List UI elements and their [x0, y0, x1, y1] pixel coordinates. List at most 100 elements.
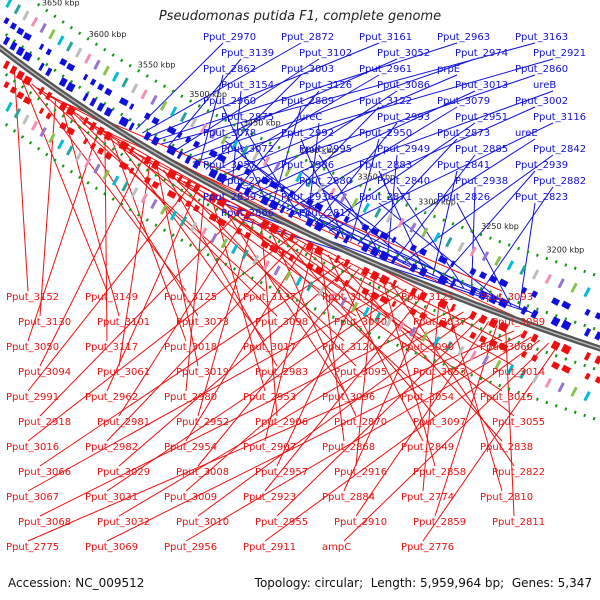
reverse-gene-mark	[360, 266, 370, 277]
reverse-gene-mark	[118, 140, 130, 152]
reverse-label-lines	[13, 70, 558, 542]
feature-mark	[351, 197, 359, 208]
forward-label-line	[364, 138, 536, 248]
reverse-gene-mark	[520, 350, 528, 359]
forward-gene-mark	[594, 312, 600, 320]
forward-gene-mark	[334, 230, 341, 240]
feature-mark	[160, 100, 168, 111]
feature-mark	[374, 207, 382, 219]
forward-gene-mark	[561, 300, 572, 310]
feature-mark	[121, 77, 129, 88]
reverse-label-line	[355, 321, 490, 517]
reverse-gene-mark	[530, 354, 539, 363]
forward-gene-mark	[469, 267, 477, 276]
reverse-gene-label: Pput_2916	[334, 467, 387, 478]
forward-gene-label: Pput_2939	[515, 160, 568, 171]
reverse-label-line	[118, 311, 464, 517]
forward-gene-mark	[184, 136, 192, 144]
feature-mark	[179, 216, 188, 227]
reverse-gene-label: Pput_2918	[18, 417, 71, 428]
forward-gene-label: Pput_2840	[377, 176, 430, 187]
reverse-gene-mark	[235, 206, 243, 216]
reverse-gene-mark	[530, 333, 539, 343]
forward-label-line	[225, 74, 536, 181]
forward-gene-mark	[288, 209, 296, 219]
reverse-gene-mark	[260, 219, 270, 230]
forward-label-line	[252, 90, 476, 195]
feature-mark	[13, 4, 22, 15]
forward-gene-mark	[594, 331, 600, 341]
feature-mark	[328, 291, 336, 302]
feature-mark	[169, 106, 178, 117]
forward-gene-label: Pput_2839	[203, 192, 256, 203]
forward-gene-mark	[305, 198, 314, 207]
feature-mark	[506, 260, 515, 271]
reverse-gene-label: Pput_2991	[6, 392, 59, 403]
reverse-gene-mark	[82, 116, 89, 126]
forward-label-line	[222, 138, 337, 235]
forward-gene-mark	[22, 51, 33, 62]
feature-mark	[339, 192, 348, 203]
feature-mark	[84, 53, 92, 64]
feature-mark	[5, 0, 13, 8]
forward-label-line	[279, 106, 380, 209]
feature-mark	[306, 177, 314, 188]
feature-mark	[189, 117, 198, 128]
reverse-gene-mark	[59, 122, 68, 131]
feature-mark	[421, 331, 429, 342]
reverse-label-line	[210, 196, 266, 392]
reverse-gene-label: Pput_3050	[6, 342, 59, 353]
forward-gene-mark	[89, 97, 97, 107]
forward-gene-label: Pput_3161	[359, 32, 412, 43]
forward-gene-mark	[16, 27, 25, 36]
feature-mark	[160, 204, 168, 215]
reverse-label-line	[67, 108, 199, 317]
reverse-gene-label: Pput_3090	[401, 342, 454, 353]
forward-gene-label: Pput_3078	[203, 128, 256, 139]
forward-gene-mark	[418, 266, 428, 277]
forward-label-line	[432, 170, 458, 276]
reverse-gene-mark	[488, 317, 499, 329]
forward-gene-label: Pput_2883	[359, 160, 412, 171]
feature-mark	[457, 345, 465, 356]
reverse-label-line	[27, 330, 515, 542]
reverse-gene-mark	[334, 254, 341, 264]
reverse-gene-label: Pput_2983	[255, 367, 308, 378]
kbp-tick-label: 3200 kbp	[547, 246, 585, 255]
feature-mark	[200, 123, 208, 134]
reverse-gene-mark	[498, 321, 509, 333]
feature-mark	[252, 150, 260, 161]
forward-gene-mark	[82, 73, 89, 81]
forward-gene-label: ureC	[299, 112, 322, 123]
reverse-gene-mark	[243, 210, 252, 221]
reverse-gene-label: Pput_3152	[6, 292, 59, 303]
reverse-gene-mark	[208, 213, 218, 222]
feature-mark	[531, 269, 540, 280]
reverse-label-line	[197, 268, 360, 467]
reverse-label-line	[505, 327, 515, 517]
reverse-gene-label: Pput_3137	[243, 292, 296, 303]
forward-gene-label: Pput_2889	[281, 96, 334, 107]
reverse-gene-label: Pput_3068	[18, 517, 71, 528]
reverse-gene-mark	[409, 308, 417, 316]
reverse-label-line	[19, 74, 108, 292]
reverse-label-line	[79, 116, 357, 317]
forward-gene-mark	[150, 135, 161, 146]
feature-mark	[39, 22, 47, 34]
forward-gene-mark	[551, 297, 561, 306]
forward-gene-label: Pput_3154	[221, 80, 274, 91]
forward-gene-mark	[343, 215, 350, 223]
reverse-gene-label: Pput_2858	[413, 467, 466, 478]
feature-mark	[519, 264, 527, 276]
forward-label-line	[378, 202, 504, 304]
forward-gene-mark	[584, 308, 591, 316]
reverse-gene-label: Pput_3096	[322, 392, 375, 403]
reverse-gene-mark	[118, 161, 129, 171]
reverse-gene-label: Pput_3101	[97, 317, 150, 328]
reverse-gene-mark	[143, 176, 152, 184]
forward-gene-mark	[488, 293, 499, 305]
forward-gene-label: Pput_2974	[455, 48, 508, 59]
forward-label-line	[245, 90, 398, 192]
feature-mark	[409, 326, 417, 337]
